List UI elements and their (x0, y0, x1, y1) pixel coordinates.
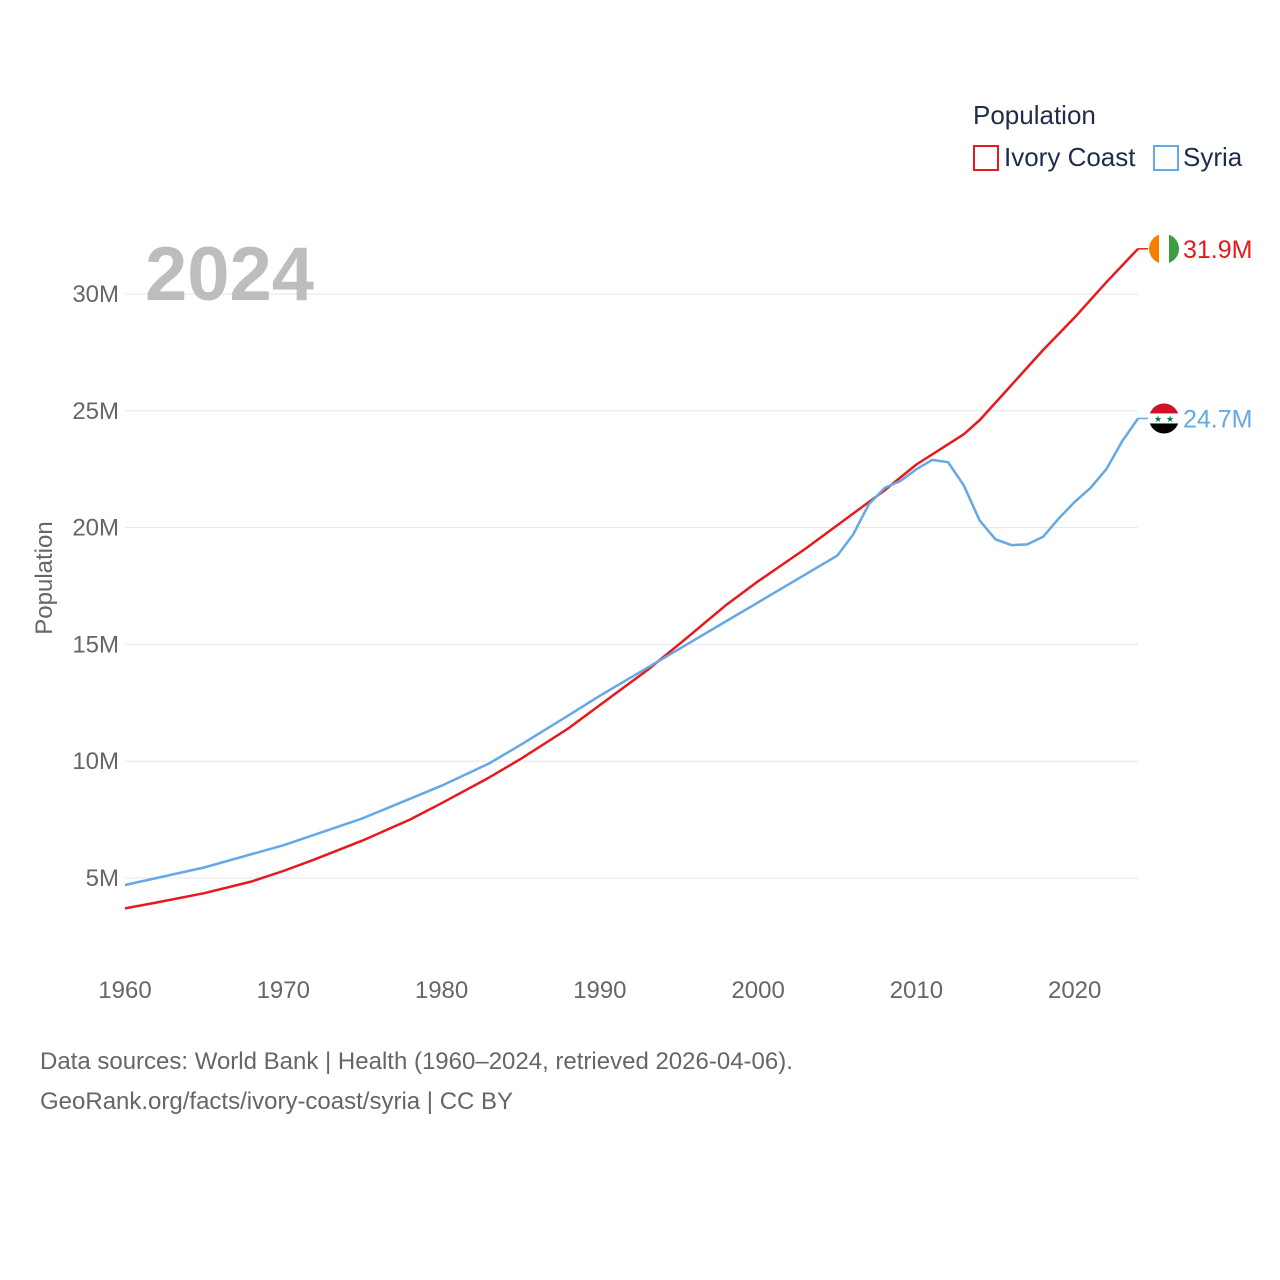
syria-flag-icon: ★ ★ (1149, 403, 1179, 434)
x-tick-label: 1960 (98, 977, 151, 1004)
attribution-line: GeoRank.org/facts/ivory-coast/syria | CC… (40, 1088, 514, 1115)
x-tick-label: 2000 (731, 977, 784, 1004)
population-chart: 5M 10M 15M 20M 25M 30M 1960 1970 1980 1990 2000 20… (31, 100, 1252, 1004)
series-line-ivory-coast[interactable] (124, 247, 1139, 910)
x-tick-label: 1990 (573, 977, 626, 1004)
svg-text:★: ★ (1166, 415, 1174, 425)
end-value-label: 31.9M (1183, 236, 1252, 264)
y-tick-label: 20M (72, 515, 119, 542)
y-tick-label: 25M (72, 398, 119, 425)
y-tick-label: 10M (72, 748, 119, 775)
legend-swatch-ivory-coast (973, 145, 999, 171)
x-tick-label: 2020 (1048, 977, 1101, 1004)
y-tick-label: 30M (72, 281, 119, 308)
x-tick-label: 1970 (257, 977, 310, 1004)
grid-lines (125, 293, 1138, 879)
svg-text:★: ★ (1154, 415, 1162, 425)
legend-label-ivory-coast: Ivory Coast (1004, 142, 1136, 172)
y-tick-label: 5M (86, 865, 119, 892)
legend[interactable]: Population Ivory Coast Syria (973, 100, 1243, 172)
legend-item-syria[interactable]: Syria (1153, 142, 1243, 172)
end-value-label: 24.7M (1183, 405, 1252, 433)
series-lines (124, 247, 1140, 910)
ivory-coast-flag-icon (1149, 233, 1179, 264)
source-footer: Data sources: World Bank | Health (1960–… (40, 1042, 793, 1122)
y-axis-label: Population (31, 521, 58, 634)
x-axis-ticks: 1960 1970 1980 1990 2000 2010 2020 (98, 977, 1101, 1004)
x-tick-label: 1980 (415, 977, 468, 1004)
source-line: Data sources: World Bank | Health (1960–… (40, 1048, 793, 1075)
y-tick-label: 15M (72, 631, 119, 658)
legend-item-ivory-coast[interactable]: Ivory Coast (973, 142, 1136, 172)
series-line-syria[interactable] (124, 417, 1140, 887)
y-axis-ticks: 5M 10M 15M 20M 25M 30M (72, 281, 119, 892)
year-label: 2024 (145, 232, 314, 317)
legend-title: Population (973, 100, 1096, 130)
legend-swatch-syria (1153, 145, 1179, 171)
x-tick-label: 2010 (890, 977, 943, 1004)
legend-label-syria: Syria (1183, 142, 1243, 172)
end-labels: 31.9M★ ★ 24.7M (1138, 233, 1252, 434)
